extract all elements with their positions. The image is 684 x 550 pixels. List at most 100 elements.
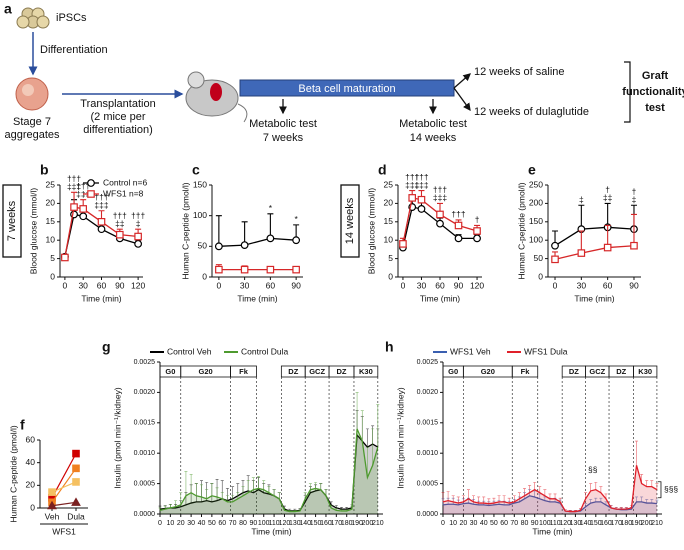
x-tick-label: 10 <box>449 520 457 527</box>
area <box>160 428 378 514</box>
point <box>399 240 407 248</box>
y-axis-label: Insulin (pmol min⁻¹/kidney) <box>395 387 405 488</box>
error-bar <box>319 483 323 490</box>
x-tick-label: 30 <box>78 280 88 290</box>
panel-letter: g <box>102 339 111 355</box>
point <box>214 242 223 251</box>
annotation: ‡‡‡ <box>414 180 428 190</box>
y-tick-label: 20 <box>46 198 56 208</box>
point <box>72 478 80 486</box>
x-tick-label: 80 <box>239 520 247 527</box>
error-bar <box>492 497 496 504</box>
legend-marker <box>87 190 95 198</box>
x-tick-label: 20 <box>459 520 467 527</box>
pair-line <box>51 481 77 493</box>
legend-label: WFS1 n=8 <box>103 188 144 198</box>
error-bar <box>451 495 455 502</box>
phase-label: G20 <box>481 367 495 376</box>
point <box>292 236 301 245</box>
error-bar <box>257 476 261 489</box>
x-tick-label: 130 <box>289 520 301 527</box>
x-tick-label: 80 <box>521 520 529 527</box>
x-tick-label: 150 <box>310 520 322 527</box>
label: 12 weeks of saline <box>474 66 565 78</box>
point <box>292 265 300 274</box>
x-tick-label: 160 <box>320 520 332 527</box>
error-bar <box>507 497 511 504</box>
x-tick-label: 60 <box>500 520 508 527</box>
error-bar <box>267 486 271 493</box>
point <box>72 464 80 473</box>
annotation: ‡‡ <box>115 218 125 228</box>
point <box>116 230 124 239</box>
label: Beta cell maturation <box>298 83 395 95</box>
error-bar <box>497 495 501 502</box>
y-axis-label: Blood glucose (mmol/l) <box>28 188 38 275</box>
x-tick-label: 180 <box>341 520 353 527</box>
x-tick-label: 90 <box>454 280 464 290</box>
error-bar <box>262 480 266 490</box>
y-tick-label: 0.0020 <box>417 389 439 396</box>
x-tick-label: 70 <box>229 520 237 527</box>
error-bar <box>215 215 222 247</box>
error-bar <box>360 410 364 442</box>
phase-label: G0 <box>165 367 175 376</box>
point <box>72 449 80 458</box>
error-bar <box>371 428 375 466</box>
annotation: ‡‡‡ <box>433 193 447 203</box>
error-bar <box>528 485 532 493</box>
y-axis-label: Human C-peptide (pmol/l) <box>516 182 526 279</box>
x-tick-label: 0 <box>401 280 406 290</box>
side-label: 7 weeks <box>6 200 18 241</box>
x-tick-label: 20 <box>177 520 185 527</box>
side-label-box <box>2 184 22 258</box>
error-bar <box>604 202 611 228</box>
x-tick-label: 100 <box>539 520 551 527</box>
label: aggregates <box>4 129 60 141</box>
point <box>454 234 463 243</box>
error-bar <box>645 480 649 487</box>
y-tick-label: 150 <box>529 216 543 226</box>
point <box>240 241 249 250</box>
series-line <box>159 428 379 513</box>
series-line <box>159 433 379 512</box>
x-tick-label: 30 <box>577 280 587 290</box>
label: Stage 7 <box>13 116 51 128</box>
error-bar <box>477 496 481 504</box>
error-bar <box>194 483 198 496</box>
y-tick-label: 0.0000 <box>134 511 156 518</box>
x-tick-label: 90 <box>291 280 301 290</box>
y-tick-label: 25 <box>384 179 394 189</box>
mouse-icon <box>185 71 248 123</box>
error-bar <box>365 428 369 448</box>
x-tick-label: 150 <box>590 520 602 527</box>
error-bar <box>543 489 547 496</box>
point <box>266 265 275 274</box>
x-tick-label: Dula <box>67 511 85 521</box>
annotation: † <box>605 185 610 195</box>
point <box>61 253 69 262</box>
point <box>577 249 586 257</box>
error-bar <box>236 492 240 499</box>
y-tick-label: 20 <box>26 480 36 490</box>
y-tick-label: 5 <box>388 253 393 263</box>
error-bar <box>538 486 542 493</box>
y-tick-label: 25 <box>46 179 56 189</box>
x-axis-label: Time (min) <box>251 526 291 536</box>
panel-letter: a <box>4 1 12 17</box>
annotation: ‡‡‡ <box>94 200 108 210</box>
error-bar <box>650 480 654 487</box>
point <box>436 210 444 219</box>
y-tick-label: 100 <box>529 234 543 244</box>
panel-letter: c <box>192 162 200 178</box>
error-bar <box>635 496 639 502</box>
error-bar <box>578 204 585 230</box>
error-bar <box>277 492 281 499</box>
x-tick-label: 10 <box>166 520 174 527</box>
x-tick-label: 30 <box>417 280 427 290</box>
x-tick-label: 100 <box>258 520 270 527</box>
phase-label: G0 <box>448 367 458 376</box>
error-bar <box>184 471 188 496</box>
point <box>48 488 56 496</box>
error-bar <box>251 477 255 490</box>
